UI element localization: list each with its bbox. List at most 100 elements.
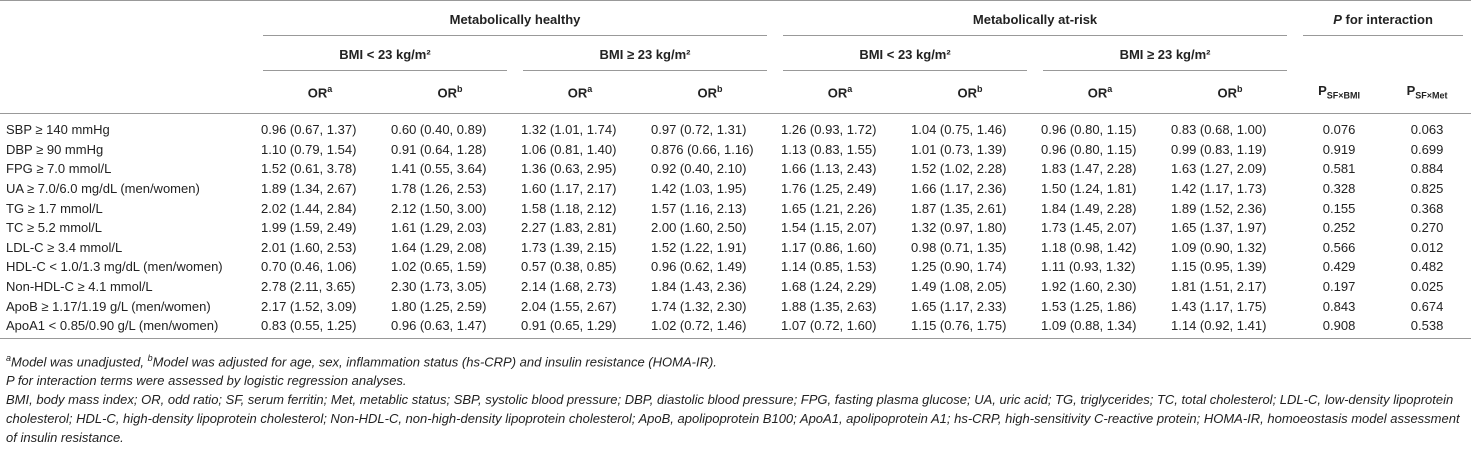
row-label: ApoA1 < 0.85/0.90 g/L (men/women): [0, 315, 255, 339]
row-label: HDL-C < 1.0/1.3 mg/dL (men/women): [6, 259, 223, 275]
or-sup: b: [977, 83, 983, 94]
or-text: OR: [697, 85, 718, 101]
cell: 1.81 (1.51, 2.17): [1171, 279, 1267, 295]
cell: 1.78 (1.26, 2.53): [391, 181, 487, 197]
cell: 1.66 (1.13, 2.43): [781, 161, 877, 177]
p-header: PSF×BMI: [1295, 71, 1384, 114]
cell: 2.02 (1.44, 2.84): [261, 200, 357, 216]
cell: 0.91 (0.65, 1.29): [515, 315, 645, 339]
footnotes: aModel was unadjusted, bModel was adjust…: [0, 349, 1466, 447]
or-header: ORb: [905, 71, 1036, 114]
cell: 1.88 (1.35, 2.63): [781, 298, 877, 314]
footnote-interaction: P for interaction terms were assessed by…: [6, 371, 1466, 390]
or-sup: a: [847, 83, 853, 94]
data-row: ApoB ≥ 1.17/1.19 g/L (men/women) 2.17 (1.…: [0, 296, 1471, 316]
cell: 1.02 (0.65, 1.59): [391, 259, 487, 275]
cell: 1.10 (0.79, 1.54): [261, 141, 357, 157]
group-name: Metabolically at-risk: [783, 2, 1288, 36]
cell: 0.83 (0.68, 1.00): [1171, 122, 1267, 138]
bmi-header: BMI < 23 kg/m²: [775, 37, 1035, 71]
interaction-rest: for interaction: [1341, 12, 1433, 27]
data-row: TG ≥ 1.7 mmol/L 2.02 (1.44, 2.84) 2.12 (1.…: [0, 198, 1471, 218]
cell: 1.87 (1.35, 2.61): [911, 200, 1007, 216]
cell: 0.843: [1322, 298, 1356, 314]
p-sub: SF×BMI: [1326, 90, 1361, 101]
cell: 1.84 (1.49, 2.28): [1041, 200, 1137, 216]
cell: 1.89 (1.52, 2.36): [1171, 200, 1267, 216]
cell: 1.61 (1.29, 2.03): [391, 220, 487, 236]
cell: 1.57 (1.16, 2.13): [651, 200, 747, 216]
cell: 1.06 (0.81, 1.40): [521, 141, 617, 157]
interaction-header: P for interaction: [1295, 0, 1471, 37]
bmi-label: BMI < 23 kg/m²: [263, 37, 507, 71]
cell: 1.68 (1.24, 2.29): [781, 279, 877, 295]
cell: 1.76 (1.25, 2.49): [781, 181, 877, 197]
cell: 1.83 (1.47, 2.28): [1041, 161, 1137, 177]
data-row: DBP ≥ 90 mmHg 1.10 (0.79, 1.54) 0.91 (0.64…: [0, 140, 1471, 160]
footnote-abbreviations: BMI, body mass index; OR, odd ratio; SF,…: [6, 391, 1460, 445]
cell: 1.42 (1.03, 1.95): [651, 181, 747, 197]
cell: 1.43 (1.17, 1.75): [1171, 298, 1267, 314]
cell: 2.27 (1.83, 2.81): [521, 220, 617, 236]
footnote-text: Model was adjusted for age, sex, inflamm…: [152, 353, 717, 369]
footnote-sup: b: [147, 352, 153, 363]
data-row: UA ≥ 7.0/6.0 mg/dL (men/women) 1.89 (1.34…: [0, 179, 1471, 199]
cell: 0.60 (0.40, 0.89): [391, 122, 487, 138]
cell: 1.17 (0.86, 1.60): [781, 239, 877, 255]
or-header: ORa: [1035, 71, 1166, 114]
cell: 0.97 (0.72, 1.31): [651, 122, 747, 138]
cell: 1.52 (0.61, 3.78): [261, 161, 357, 177]
or-text: OR: [957, 85, 978, 101]
cell: 1.64 (1.29, 2.08): [391, 239, 487, 255]
or-text: OR: [1087, 85, 1108, 101]
cell: 1.32 (1.01, 1.74): [521, 122, 617, 138]
p-header: PSF×Met: [1383, 71, 1471, 114]
cell: 0.99 (0.83, 1.19): [1171, 141, 1267, 157]
cell: 0.92 (0.40, 2.10): [651, 161, 747, 177]
cell: 0.96 (0.63, 1.47): [385, 315, 515, 339]
blank: [1295, 37, 1471, 71]
cell: 1.74 (1.32, 2.30): [651, 298, 747, 314]
cell: 1.11 (0.93, 1.32): [1041, 259, 1136, 275]
cell: 0.076: [1322, 122, 1356, 138]
row-label: LDL-C ≥ 3.4 mmol/L: [6, 239, 123, 255]
or-header: ORa: [775, 71, 906, 114]
cell: 1.52 (1.22, 1.91): [651, 239, 747, 255]
cell: 1.73 (1.45, 2.07): [1041, 220, 1137, 236]
cell: 1.09 (0.88, 1.34): [1035, 315, 1166, 339]
cell: 0.538: [1383, 315, 1471, 339]
cell: 0.98 (0.71, 1.35): [911, 239, 1007, 255]
italic-p: P: [6, 372, 15, 388]
row-label: DBP ≥ 90 mmHg: [6, 141, 104, 157]
cell: 0.825: [1410, 181, 1444, 197]
cell: 1.60 (1.17, 2.17): [521, 181, 617, 197]
cell: 0.063: [1410, 122, 1444, 138]
cell: 1.73 (1.39, 2.15): [521, 239, 617, 255]
cell: 2.12 (1.50, 3.00): [391, 200, 487, 216]
cell: 1.26 (0.93, 1.72): [781, 122, 877, 138]
cell: 1.41 (0.55, 3.64): [391, 161, 487, 177]
row-label: ApoB ≥ 1.17/1.19 g/L (men/women): [6, 298, 211, 314]
or-sup: b: [457, 83, 463, 94]
or-header: ORb: [1165, 71, 1296, 114]
bmi-header: BMI ≥ 23 kg/m²: [515, 37, 775, 71]
or-header: ORb: [385, 71, 515, 114]
cell: 0.91 (0.64, 1.28): [391, 141, 487, 157]
cell: 0.197: [1322, 279, 1356, 295]
cell: 1.25 (0.90, 1.74): [911, 259, 1007, 275]
cell: 1.99 (1.59, 2.49): [261, 220, 357, 236]
cell: 1.89 (1.34, 2.67): [261, 181, 357, 197]
cell: 1.80 (1.25, 2.59): [391, 298, 487, 314]
cell: 2.78 (2.11, 3.65): [261, 279, 356, 295]
cell: 2.17 (1.52, 3.09): [261, 298, 357, 314]
cell: 0.96 (0.62, 1.49): [651, 259, 747, 275]
header-row: Metabolically healthy Metabolically at-ri…: [0, 0, 1471, 37]
table-body: SBP ≥ 140 mmHg 0.96 (0.67, 1.37) 0.60 (0.4…: [0, 114, 1471, 339]
cell: 1.53 (1.25, 1.86): [1041, 298, 1137, 314]
or-sup: a: [587, 83, 593, 94]
or-header: ORb: [645, 71, 776, 114]
footnote-sup: a: [6, 352, 12, 363]
cell: 1.13 (0.83, 1.55): [781, 141, 877, 157]
header-row: BMI < 23 kg/m² BMI ≥ 23 kg/m² BMI < 23 kg/…: [0, 37, 1471, 71]
